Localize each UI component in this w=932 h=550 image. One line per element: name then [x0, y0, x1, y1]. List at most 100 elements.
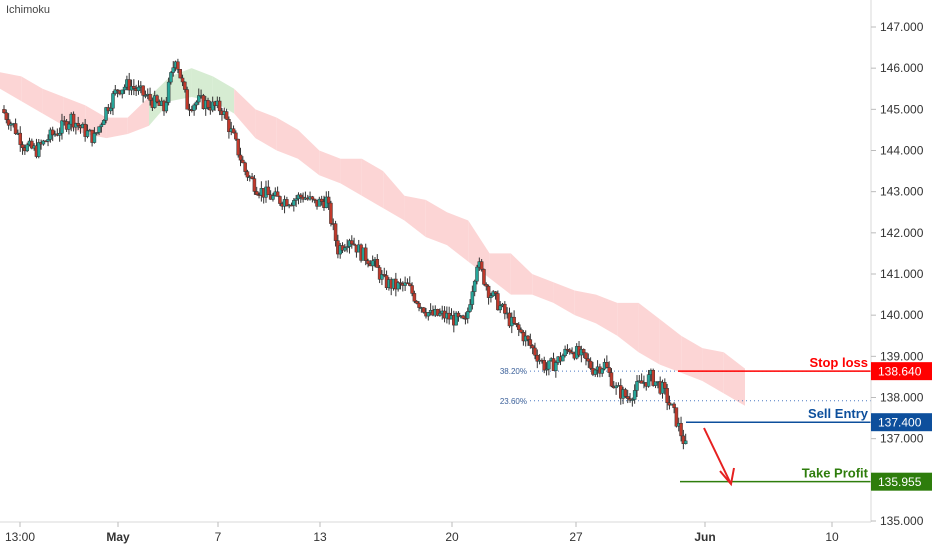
candle-body: [563, 348, 567, 356]
candle-body: [176, 61, 180, 70]
candle-body: [514, 323, 519, 325]
candle-body: [243, 162, 247, 172]
candle-body: [516, 324, 521, 330]
candle-body: [479, 261, 484, 270]
level-price-label: 135.955: [878, 475, 922, 489]
candle-body: [632, 390, 637, 400]
cloud-segment: [361, 158, 384, 209]
cloud-segment: [553, 282, 575, 316]
candle-body: [18, 132, 22, 145]
candle-body: [426, 312, 431, 317]
level-name: Sell Entry: [808, 406, 869, 421]
cloud-segment: [298, 129, 320, 176]
candle-body: [185, 89, 189, 110]
candle-body: [438, 312, 442, 316]
candle-body: [533, 347, 537, 356]
candle-body: [194, 101, 199, 106]
arrow-shaft: [703, 427, 731, 483]
candle-body: [630, 399, 635, 401]
candle-body: [20, 144, 25, 148]
fib-label: 38.20%: [500, 367, 527, 376]
price-tick-label: 143.000: [880, 185, 924, 199]
cloud-segment: [404, 195, 426, 237]
candle-body: [217, 100, 222, 112]
cloud-segment: [723, 352, 745, 406]
candle-body: [37, 142, 41, 157]
candle-body: [653, 381, 658, 386]
candle-body: [639, 380, 644, 384]
cloud-segment: [425, 199, 447, 246]
candle-body: [609, 372, 614, 387]
level-price-box: [871, 362, 932, 381]
fib-label: 23.60%: [500, 397, 527, 406]
candle-body: [363, 247, 368, 261]
candle-body: [651, 369, 655, 386]
candle-body: [683, 440, 688, 445]
candle-body: [405, 282, 410, 284]
candle-body: [417, 302, 421, 308]
candle-body: [171, 67, 176, 73]
candle-body: [614, 385, 618, 389]
candle-body: [333, 223, 338, 241]
candle-body: [266, 186, 271, 196]
level-price-labels: 138.640 137.400 135.955: [871, 362, 932, 491]
candle-body: [319, 198, 324, 202]
candle-body: [317, 198, 322, 207]
candle-body: [206, 100, 210, 108]
candle-body: [586, 358, 591, 362]
candle-body: [294, 198, 298, 201]
candle-body: [197, 95, 201, 103]
candle-body: [234, 132, 238, 140]
candle-body: [278, 196, 282, 204]
candle-body: [99, 124, 104, 128]
time-tick-label: Jun: [694, 530, 715, 544]
candle-body: [292, 200, 296, 206]
candle-body: [530, 345, 535, 349]
candle-body: [136, 86, 141, 92]
cloud-segment: [596, 294, 618, 336]
candle-body: [164, 102, 169, 112]
candle-body: [143, 95, 148, 97]
level-price-box: [871, 413, 932, 432]
time-axis[interactable]: 13:00 May 7 13 20 27 Jun 10: [5, 522, 839, 544]
candle-body: [465, 311, 470, 319]
candle-body: [85, 130, 90, 137]
price-tick-label: 146.000: [880, 61, 924, 75]
candle-body: [6, 119, 11, 126]
candle-body: [155, 95, 159, 103]
candle-body: [180, 77, 185, 83]
level-price-label: 138.640: [878, 365, 922, 379]
candle-body: [115, 89, 120, 92]
candle-body: [178, 69, 182, 79]
candle-body: [30, 140, 34, 149]
candle-body: [299, 194, 303, 198]
trade-levels: Stop loss Sell Entry Take Profit: [678, 355, 871, 483]
candle-body: [535, 354, 540, 362]
cloud-segment: [319, 150, 341, 184]
candle-body: [108, 107, 113, 112]
candle-body: [674, 407, 679, 427]
candle-body: [326, 196, 331, 204]
cloud-segment: [212, 76, 235, 114]
candle-body: [489, 295, 493, 298]
price-tick-label: 147.000: [880, 20, 924, 34]
time-tick-label: 13:00: [5, 530, 35, 544]
price-tick-label: 139.000: [880, 349, 924, 363]
candle-body: [503, 303, 507, 314]
candle-body: [679, 422, 683, 437]
candle-body: [41, 140, 46, 145]
candle-body: [421, 307, 426, 313]
candle-body: [528, 339, 533, 346]
cloud-segment: [255, 109, 277, 151]
cloud-segment: [191, 68, 213, 102]
price-tick-label: 145.000: [880, 102, 924, 116]
candle-body: [241, 159, 245, 164]
candle-body: [224, 111, 229, 120]
candle-body: [113, 89, 118, 94]
candle-body: [92, 133, 97, 143]
candle-body: [414, 301, 419, 304]
price-axis[interactable]: 147.000 146.000 145.000 144.000 143.000 142.0…: [871, 20, 924, 528]
candle-body: [50, 129, 55, 136]
candle-body: [646, 374, 651, 387]
